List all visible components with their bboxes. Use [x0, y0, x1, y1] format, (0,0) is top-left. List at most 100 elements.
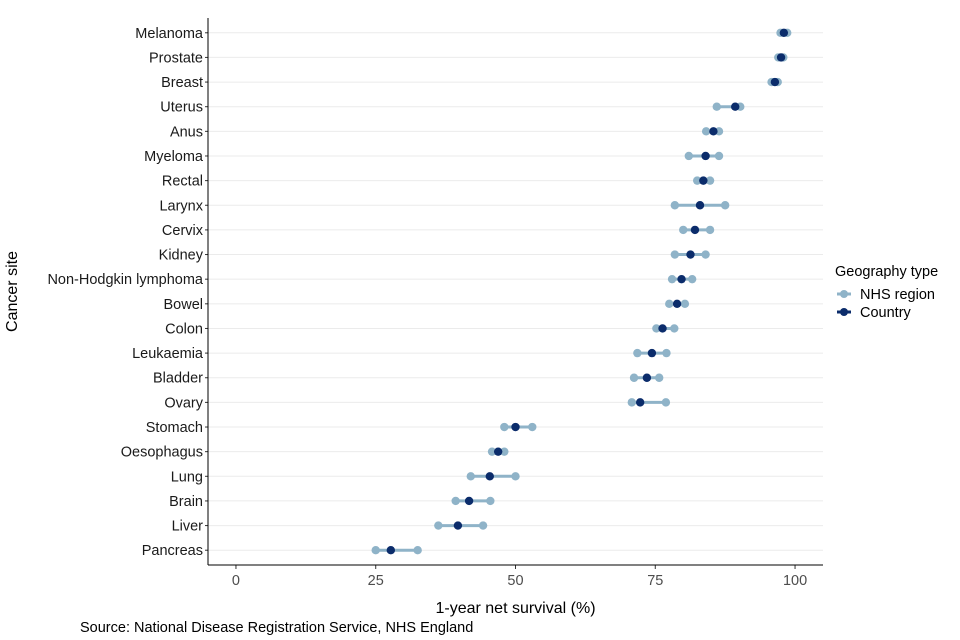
y-tick-label-ovary: Ovary [164, 395, 203, 411]
point-nhs-region-min-colon [652, 324, 661, 333]
point-country-stomach [511, 422, 520, 432]
point-country-oesophagus [493, 447, 503, 456]
y-tick-labels: Melanoma Prostate Breast Uterus Anus Myeloma R… [47, 26, 208, 559]
y-tick-label-prostate: Prostate [149, 50, 203, 66]
point-nhs-region-min-uterus [712, 102, 721, 111]
point-nhs-region-min-rectal [693, 176, 702, 185]
point-nhs-region-min-ovary [627, 398, 636, 407]
point-nhs-region-max-lung [511, 472, 520, 481]
x-tick-label-0: 0 [232, 573, 240, 589]
y-axis-title: Cancer site [4, 251, 21, 332]
point-nhs-region-max-brain [486, 496, 495, 506]
point-country-melanoma [779, 28, 789, 37]
point-nhs-region-min-larynx [670, 201, 680, 210]
y-tick-label-oesophagus: Oesophagus [121, 445, 203, 461]
y-tick-label-lung: Lung [171, 469, 203, 485]
point-country-rectal [699, 176, 708, 185]
y-tick-label-bowel: Bowel [164, 297, 204, 313]
data-points [371, 28, 792, 555]
point-country-liver [453, 521, 463, 530]
point-nhs-region-min-myeloma [684, 151, 694, 161]
y-tick-label-bladder: Bladder [153, 371, 203, 387]
y-tick-label-rectal: Rectal [162, 174, 203, 190]
point-nhs-region-min-bowel [665, 299, 674, 309]
point-country-lung [485, 472, 494, 481]
x-tick-label-75: 75 [647, 573, 663, 589]
x-axis-title: 1-year net survival (%) [435, 600, 595, 617]
legend-item-country: Country [837, 305, 912, 321]
point-country-pancreas [386, 546, 396, 555]
legend-item-nhs-region: NHS region [837, 287, 935, 303]
point-nhs-region-max-ovary [661, 398, 671, 407]
y-tick-label-leukaemia: Leukaemia [132, 346, 204, 362]
point-nhs-region-max-cervix [705, 225, 715, 235]
point-nhs-region-min-cervix [679, 225, 688, 235]
point-country-kidney [686, 250, 695, 259]
point-nhs-region-max-myeloma [714, 151, 724, 161]
point-nhs-region-min-stomach [500, 422, 509, 432]
point-country-myeloma [701, 151, 710, 161]
y-tick-label-non-hodgkin-lymphoma: Non-Hodgkin lymphoma [47, 272, 203, 288]
point-nhs-region-max-bowel [680, 299, 690, 309]
point-nhs-region-max-bladder [654, 373, 664, 382]
point-country-prostate [776, 53, 786, 62]
point-nhs-region-min-bladder [629, 373, 639, 382]
y-tick-label-stomach: Stomach [146, 420, 203, 436]
y-tick-label-myeloma: Myeloma [144, 149, 204, 165]
legend-title: Geography type [835, 264, 938, 280]
x-tick-label-100: 100 [783, 573, 807, 589]
legend-dot-country [840, 308, 848, 316]
x-tick-labels: 0 25 50 75 100 [232, 565, 807, 589]
point-nhs-region-max-rectal [705, 176, 715, 185]
point-nhs-region-max-larynx [720, 201, 730, 210]
point-nhs-region-max-colon [670, 324, 679, 333]
y-tick-label-brain: Brain [169, 494, 203, 510]
point-country-uterus [731, 102, 740, 111]
point-nhs-region-min-oesophagus [487, 447, 497, 456]
legend-dot-nhs-region [840, 290, 848, 298]
point-nhs-region-min-kidney [670, 250, 680, 259]
legend-label-country: Country [860, 305, 912, 321]
y-tick-label-breast: Breast [161, 75, 203, 91]
y-tick-label-larynx: Larynx [159, 198, 203, 214]
point-nhs-region-max-stomach [528, 422, 537, 432]
point-nhs-region-min-pancreas [371, 546, 380, 555]
point-nhs-region-min-anus [701, 127, 711, 136]
y-tick-label-pancreas: Pancreas [142, 543, 203, 559]
y-tick-label-colon: Colon [165, 321, 203, 337]
point-nhs-region-max-oesophagus [500, 447, 509, 456]
y-tick-label-uterus: Uterus [160, 100, 203, 116]
point-nhs-region-max-liver [478, 521, 488, 530]
point-country-leukaemia [647, 348, 657, 358]
point-country-ovary [635, 398, 645, 407]
range-lines [375, 31, 788, 552]
y-tick-label-kidney: Kidney [159, 248, 204, 264]
point-nhs-region-max-non-hodgkin-lymphoma [687, 274, 697, 284]
x-tick-label-25: 25 [368, 573, 384, 589]
point-country-anus [709, 127, 718, 136]
point-country-brain [464, 496, 474, 506]
point-nhs-region-min-non-hodgkin-lymphoma [667, 274, 677, 284]
point-nhs-region-max-leukaemia [662, 348, 671, 358]
y-tick-label-melanoma: Melanoma [135, 26, 204, 42]
point-nhs-region-max-kidney [701, 250, 710, 259]
legend: Geography type NHS region Country [835, 264, 938, 321]
y-tick-label-liver: Liver [172, 519, 204, 535]
y-tick-label-anus: Anus [170, 124, 203, 140]
x-tick-label-50: 50 [507, 573, 523, 589]
point-nhs-region-min-brain [451, 496, 460, 506]
point-country-bowel [672, 299, 682, 309]
point-country-colon [658, 324, 667, 333]
gridlines [208, 32, 823, 551]
point-nhs-region-min-lung [466, 472, 475, 481]
y-tick-label-cervix: Cervix [162, 223, 204, 239]
point-country-bladder [642, 373, 652, 382]
point-nhs-region-min-leukaemia [633, 348, 642, 358]
point-country-larynx [695, 201, 705, 210]
source-note: Source: National Disease Registration Se… [80, 620, 474, 636]
point-country-non-hodgkin-lymphoma [677, 274, 686, 284]
point-country-breast [770, 77, 780, 87]
point-nhs-region-max-pancreas [413, 546, 422, 555]
point-nhs-region-min-liver [434, 521, 443, 530]
